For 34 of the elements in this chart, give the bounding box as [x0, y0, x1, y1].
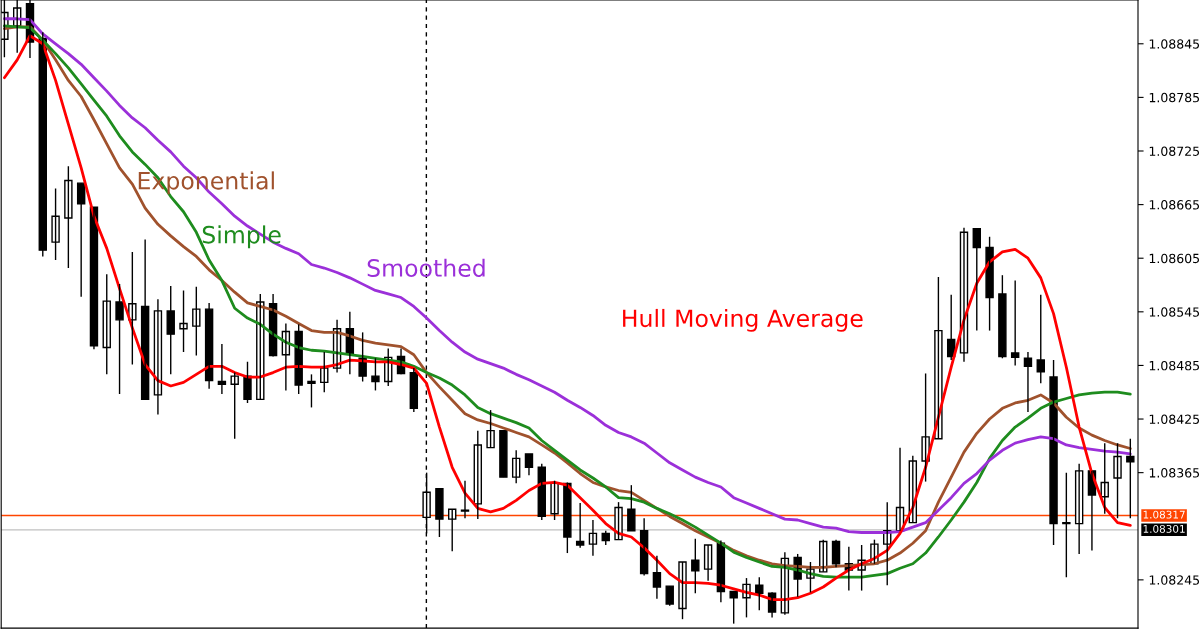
y-tick-label: 1.08545: [1149, 307, 1200, 317]
candlestick: [460, 479, 470, 519]
candlestick: [1113, 442, 1122, 519]
candlestick: [499, 429, 508, 478]
candlestick: [307, 373, 316, 409]
y-tick-label: 1.08245: [1149, 575, 1200, 585]
y-tick-label: 1.08665: [1149, 200, 1200, 210]
candlestick: [691, 538, 700, 594]
candlestick: [230, 371, 239, 440]
candlestick: [1126, 437, 1135, 519]
text: Hull Moving Average: [623, 308, 863, 332]
candlestick: [371, 357, 380, 392]
y-tick-label: 1.08845: [1149, 39, 1200, 49]
series-label: Smoothed: [367, 258, 485, 277]
candlestick: [627, 484, 636, 532]
candlestick: [435, 488, 444, 538]
ref-line-label: 1.08317: [1143, 510, 1185, 519]
candlestick: [563, 481, 572, 554]
candlestick: [678, 561, 687, 620]
candlestick: [51, 187, 60, 261]
y-tick-label: 1.08785: [1149, 92, 1200, 103]
candlestick: [64, 165, 73, 269]
y-tick-label: 1.08485: [1149, 360, 1200, 371]
candlestick: [486, 409, 495, 449]
candlestick: [1062, 471, 1071, 578]
y-tick-label: 1.08425: [1149, 414, 1200, 424]
ref-line-label: 1.08301: [1143, 524, 1185, 533]
candlestick: [998, 274, 1007, 359]
candlestick: [115, 283, 124, 395]
y-tick-label: 1.08605: [1149, 253, 1200, 264]
candlestick: [192, 286, 201, 357]
candlestick: [729, 590, 738, 625]
y-tick-label: 1.08365: [1149, 468, 1200, 478]
y-tick-label: 1.08725: [1149, 146, 1200, 156]
